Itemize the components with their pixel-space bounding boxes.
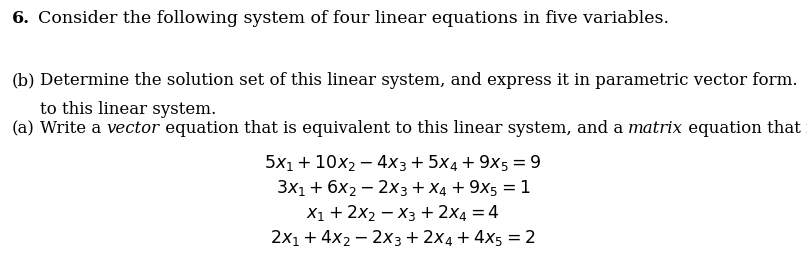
Text: matrix: matrix — [628, 120, 683, 137]
Text: Write a: Write a — [40, 120, 107, 137]
Text: (b): (b) — [12, 72, 36, 89]
Text: equation that is equivalent to this linear system, and a: equation that is equivalent to this line… — [160, 120, 628, 137]
Text: $3x_1 + 6x_2 - 2x_3 + x_4 + 9x_5 = 1$: $3x_1 + 6x_2 - 2x_3 + x_4 + 9x_5 = 1$ — [275, 178, 530, 198]
Text: $x_1 + 2x_2 - x_3 + 2x_4 = 4$: $x_1 + 2x_2 - x_3 + 2x_4 = 4$ — [306, 203, 500, 223]
Text: Determine the solution set of this linear system, and express it in parametric v: Determine the solution set of this linea… — [40, 72, 797, 89]
Text: 6.: 6. — [12, 10, 30, 27]
Text: (a): (a) — [12, 120, 35, 137]
Text: to this linear system.: to this linear system. — [40, 101, 216, 118]
Text: Consider the following system of four linear equations in five variables.: Consider the following system of four li… — [38, 10, 669, 27]
Text: vector: vector — [107, 120, 160, 137]
Text: $5x_1 + 10x_2 - 4x_3 + 5x_4 + 9x_5 = 9$: $5x_1 + 10x_2 - 4x_3 + 5x_4 + 9x_5 = 9$ — [264, 153, 541, 173]
Text: $2x_1 + 4x_2 - 2x_3 + 2x_4 + 4x_5 = 2$: $2x_1 + 4x_2 - 2x_3 + 2x_4 + 4x_5 = 2$ — [270, 228, 536, 248]
Text: equation that is equivalent: equation that is equivalent — [683, 120, 807, 137]
